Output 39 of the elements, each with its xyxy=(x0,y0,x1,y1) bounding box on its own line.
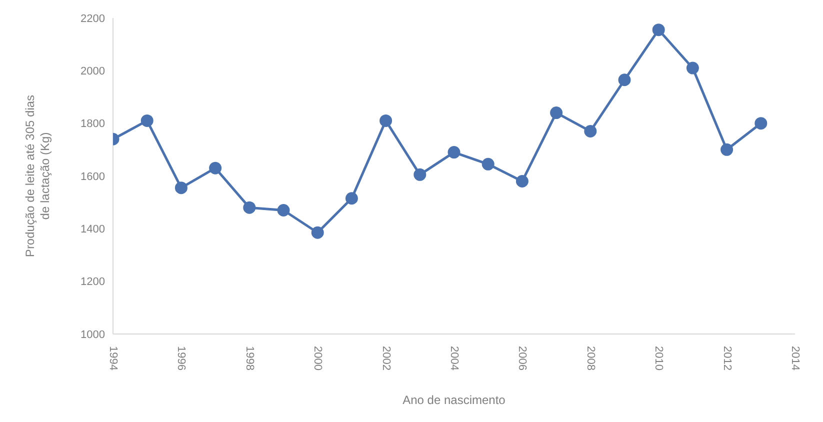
point xyxy=(243,201,256,214)
point xyxy=(448,146,460,159)
x-tick-label: 2000 xyxy=(312,346,324,370)
x-tick-label: 2008 xyxy=(584,346,596,370)
x-tick-label: 1996 xyxy=(175,346,188,370)
point xyxy=(380,114,392,127)
point xyxy=(311,226,324,239)
point xyxy=(140,114,154,127)
point xyxy=(550,106,563,120)
point xyxy=(482,158,494,170)
y-tick-label: 1800 xyxy=(80,118,105,130)
point xyxy=(174,182,188,194)
x-tick-label: 1994 xyxy=(107,346,119,370)
point xyxy=(345,192,358,205)
point xyxy=(618,74,631,86)
y-tick-label: 1200 xyxy=(80,276,105,288)
y-tick-label: 2200 xyxy=(80,12,105,25)
point xyxy=(652,24,665,36)
x-tick-label: 2004 xyxy=(448,346,460,370)
x-tick-label: 2010 xyxy=(652,346,665,370)
x-tick-label: 2014 xyxy=(789,346,801,370)
x-tick-label: 1998 xyxy=(243,346,256,370)
point xyxy=(209,162,222,174)
y-tick-label: 2000 xyxy=(80,66,105,78)
x-tick-label: 2006 xyxy=(516,346,528,370)
point xyxy=(686,62,699,74)
y-tick-label: 1400 xyxy=(80,224,105,236)
point xyxy=(414,168,426,181)
point xyxy=(277,204,290,216)
point xyxy=(584,124,597,138)
y-axis-title: Produção de leite até 305 dias de lactação (Kg) xyxy=(23,94,52,258)
point xyxy=(516,175,528,188)
y-tick-label: 1600 xyxy=(80,170,105,183)
x-axis-title: Ano de nascimento xyxy=(402,393,506,407)
point xyxy=(720,143,734,156)
x-tick-label: 2012 xyxy=(720,346,733,370)
y-tick-label: 1000 xyxy=(80,328,105,341)
x-tick-label: 2002 xyxy=(380,346,392,370)
point xyxy=(754,117,768,130)
